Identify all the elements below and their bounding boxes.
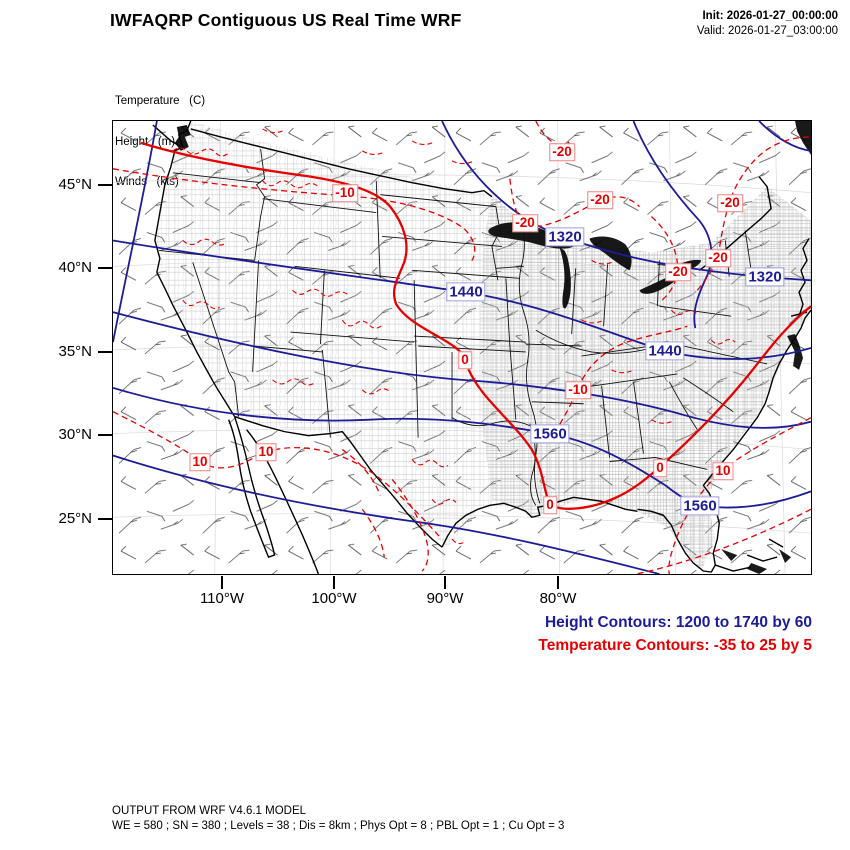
height-contour-label: 1320	[545, 227, 585, 247]
temp-contour-label: -20	[549, 143, 575, 161]
y-tick	[98, 434, 112, 436]
temp-contour-label: 0	[543, 496, 557, 514]
temperature-contours-annotation: Temperature Contours: -35 to 25 by 5	[538, 637, 812, 654]
y-axis-label: 30°N	[58, 426, 92, 443]
temp-contour-label: -10	[332, 184, 358, 202]
y-axis-label: 35°N	[58, 343, 92, 360]
init-time: Init: 2026-01-27_00:00:00	[702, 10, 838, 22]
temp-contour-label: -10	[565, 381, 591, 399]
temp-contour-label: 0	[653, 459, 667, 477]
height-contour-label: 1560	[680, 496, 720, 516]
temp-contour-label: -20	[587, 191, 613, 209]
legend-temperature: Temperature (C)	[115, 95, 206, 107]
y-tick	[98, 518, 112, 520]
model-output-line: OUTPUT FROM WRF V4.6.1 MODEL	[112, 805, 307, 817]
temp-contour-label: 10	[189, 453, 211, 471]
y-tick	[98, 184, 112, 186]
height-contour-label: 1440	[446, 282, 486, 302]
y-tick	[98, 267, 112, 269]
height-contours-annotation: Height Contours: 1200 to 1740 by 60	[544, 614, 812, 631]
y-axis-label: 40°N	[58, 259, 92, 276]
temp-contour-label: -20	[665, 263, 691, 281]
x-axis-label: 110°W	[199, 590, 245, 607]
model-config-line: WE = 580 ; SN = 380 ; Levels = 38 ; Dis …	[112, 820, 565, 832]
height-contour-label: 1440	[645, 341, 685, 361]
x-axis-label: 90°W	[426, 590, 464, 607]
x-tick	[444, 576, 446, 589]
temp-contour-label: 10	[255, 443, 277, 461]
run-times: Init: 2026-01-27_00:00:00 Valid: 2026-01…	[697, 9, 838, 39]
temp-contour-label: -20	[512, 214, 538, 232]
weather-map	[112, 120, 812, 575]
page-title: IWFAQRP Contiguous US Real Time WRF	[110, 10, 462, 30]
temp-contour-label: -20	[717, 194, 743, 212]
x-axis-label: 100°W	[311, 590, 357, 607]
valid-time: Valid: 2026-01-27_03:00:00	[696, 25, 838, 37]
map-graphics	[113, 121, 811, 574]
x-tick	[221, 576, 223, 589]
x-tick	[333, 576, 335, 589]
temp-contour-label: 0	[458, 351, 472, 369]
temp-contour-label: -20	[705, 249, 731, 267]
height-contour-label: 1320	[745, 267, 785, 287]
y-axis-label: 45°N	[58, 176, 92, 193]
y-tick	[98, 351, 112, 353]
x-axis-label: 80°W	[539, 590, 577, 607]
height-contour-label: 1560	[530, 424, 570, 444]
x-tick	[557, 576, 559, 589]
temp-contour-label: 10	[712, 462, 734, 480]
y-axis-label: 25°N	[58, 510, 92, 527]
